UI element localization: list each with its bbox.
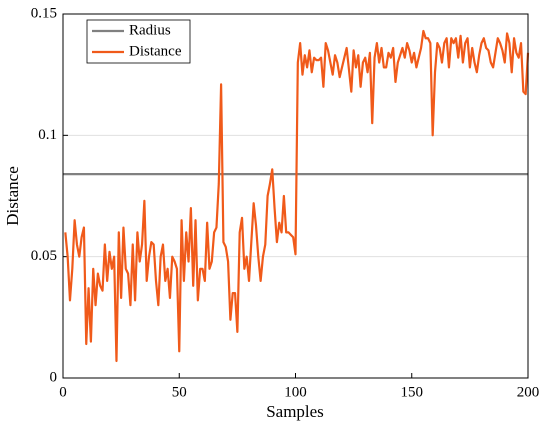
legend-label: Distance	[129, 43, 182, 59]
x-tick-label: 200	[517, 384, 540, 400]
plot-frame	[62, 13, 529, 379]
y-tick-label: 0.05	[31, 248, 57, 264]
y-axis-label: Distance	[3, 166, 22, 225]
y-tick-label: 0	[50, 369, 58, 385]
legend-label: Radius	[129, 22, 171, 38]
legend-box	[86, 19, 191, 64]
y-tick-label: 0.1	[38, 127, 57, 143]
x-axis-label: Samples	[266, 402, 324, 421]
x-tick-label: 0	[59, 384, 67, 400]
x-tick-label: 50	[172, 384, 187, 400]
data-line	[64, 29, 530, 363]
x-tick-label: 150	[401, 384, 424, 400]
y-tick-label: 0.15	[31, 5, 57, 21]
x-tick-label: 100	[284, 384, 307, 400]
